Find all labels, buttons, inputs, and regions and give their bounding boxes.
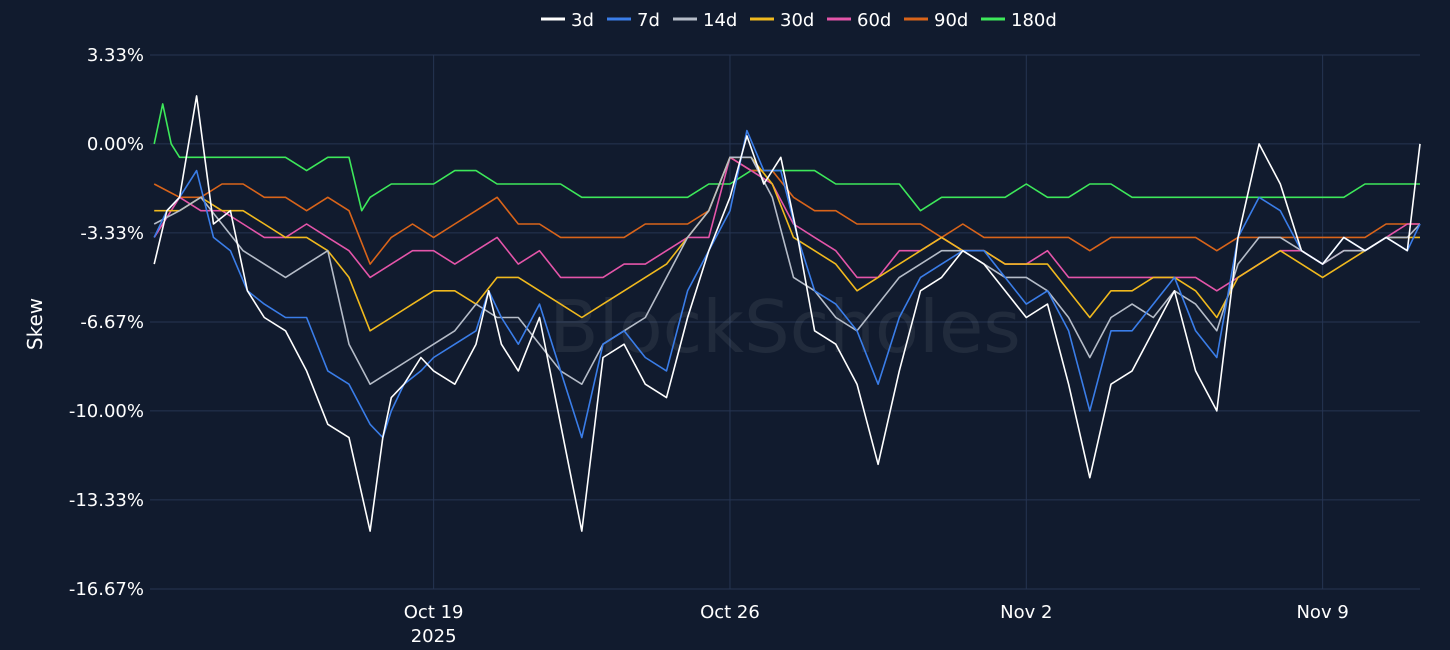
legend-item-90d[interactable]: 90d: [904, 10, 968, 31]
legend-item-180d[interactable]: 180d: [981, 10, 1057, 31]
series-line-7d[interactable]: [153, 129, 1421, 439]
legend-item-14d[interactable]: 14d: [673, 10, 737, 31]
watermark: BlockScholes: [549, 285, 1021, 369]
y-tick-label: -13.33%: [69, 490, 144, 511]
y-tick-label: 0.00%: [87, 134, 144, 155]
y-axis-ticks: 3.33% 0.00% -3.33% -6.67% -10.00% -13.33% -16.…: [69, 45, 144, 600]
x-tick-label: Oct 26: [700, 602, 760, 623]
legend-item-60d[interactable]: 60d: [827, 10, 891, 31]
x-tick-label: Oct 19: [404, 602, 464, 623]
grid: [150, 54, 1420, 590]
y-axis-label: Skew: [23, 298, 47, 350]
y-tick-label: 3.33%: [87, 45, 144, 66]
legend-label: 3d: [571, 10, 594, 31]
series-line-30d[interactable]: [154, 156, 1420, 332]
x-tick-sublabel: 2025: [411, 626, 457, 647]
legend-label: 30d: [780, 10, 814, 31]
series-line-14d[interactable]: [153, 156, 1421, 386]
x-tick-label: Nov 9: [1296, 602, 1348, 623]
y-tick-label: -10.00%: [69, 401, 144, 422]
legend-label: 180d: [1011, 10, 1057, 31]
x-tick-label: Nov 2: [1000, 602, 1052, 623]
legend-label: 90d: [934, 10, 968, 31]
legend-label: 14d: [703, 10, 737, 31]
legend-item-30d[interactable]: 30d: [750, 10, 814, 31]
y-tick-label: -3.33%: [80, 223, 144, 244]
series-line-3d[interactable]: [153, 95, 1421, 532]
x-axis-ticks: Oct 19 2025 Oct 26 Nov 2 Nov 9: [404, 602, 1349, 647]
series-lines: [153, 95, 1421, 532]
legend-label: 7d: [637, 10, 660, 31]
legend-item-7d[interactable]: 7d: [607, 10, 660, 31]
series-line-90d[interactable]: [153, 156, 1420, 265]
y-tick-label: -6.67%: [80, 312, 144, 333]
legend-item-3d[interactable]: 3d: [541, 10, 594, 31]
legend-label: 60d: [857, 10, 891, 31]
legend: 3d 7d 14d 30d 60d 90d 180d: [541, 10, 1057, 31]
y-tick-label: -16.67%: [69, 579, 144, 600]
